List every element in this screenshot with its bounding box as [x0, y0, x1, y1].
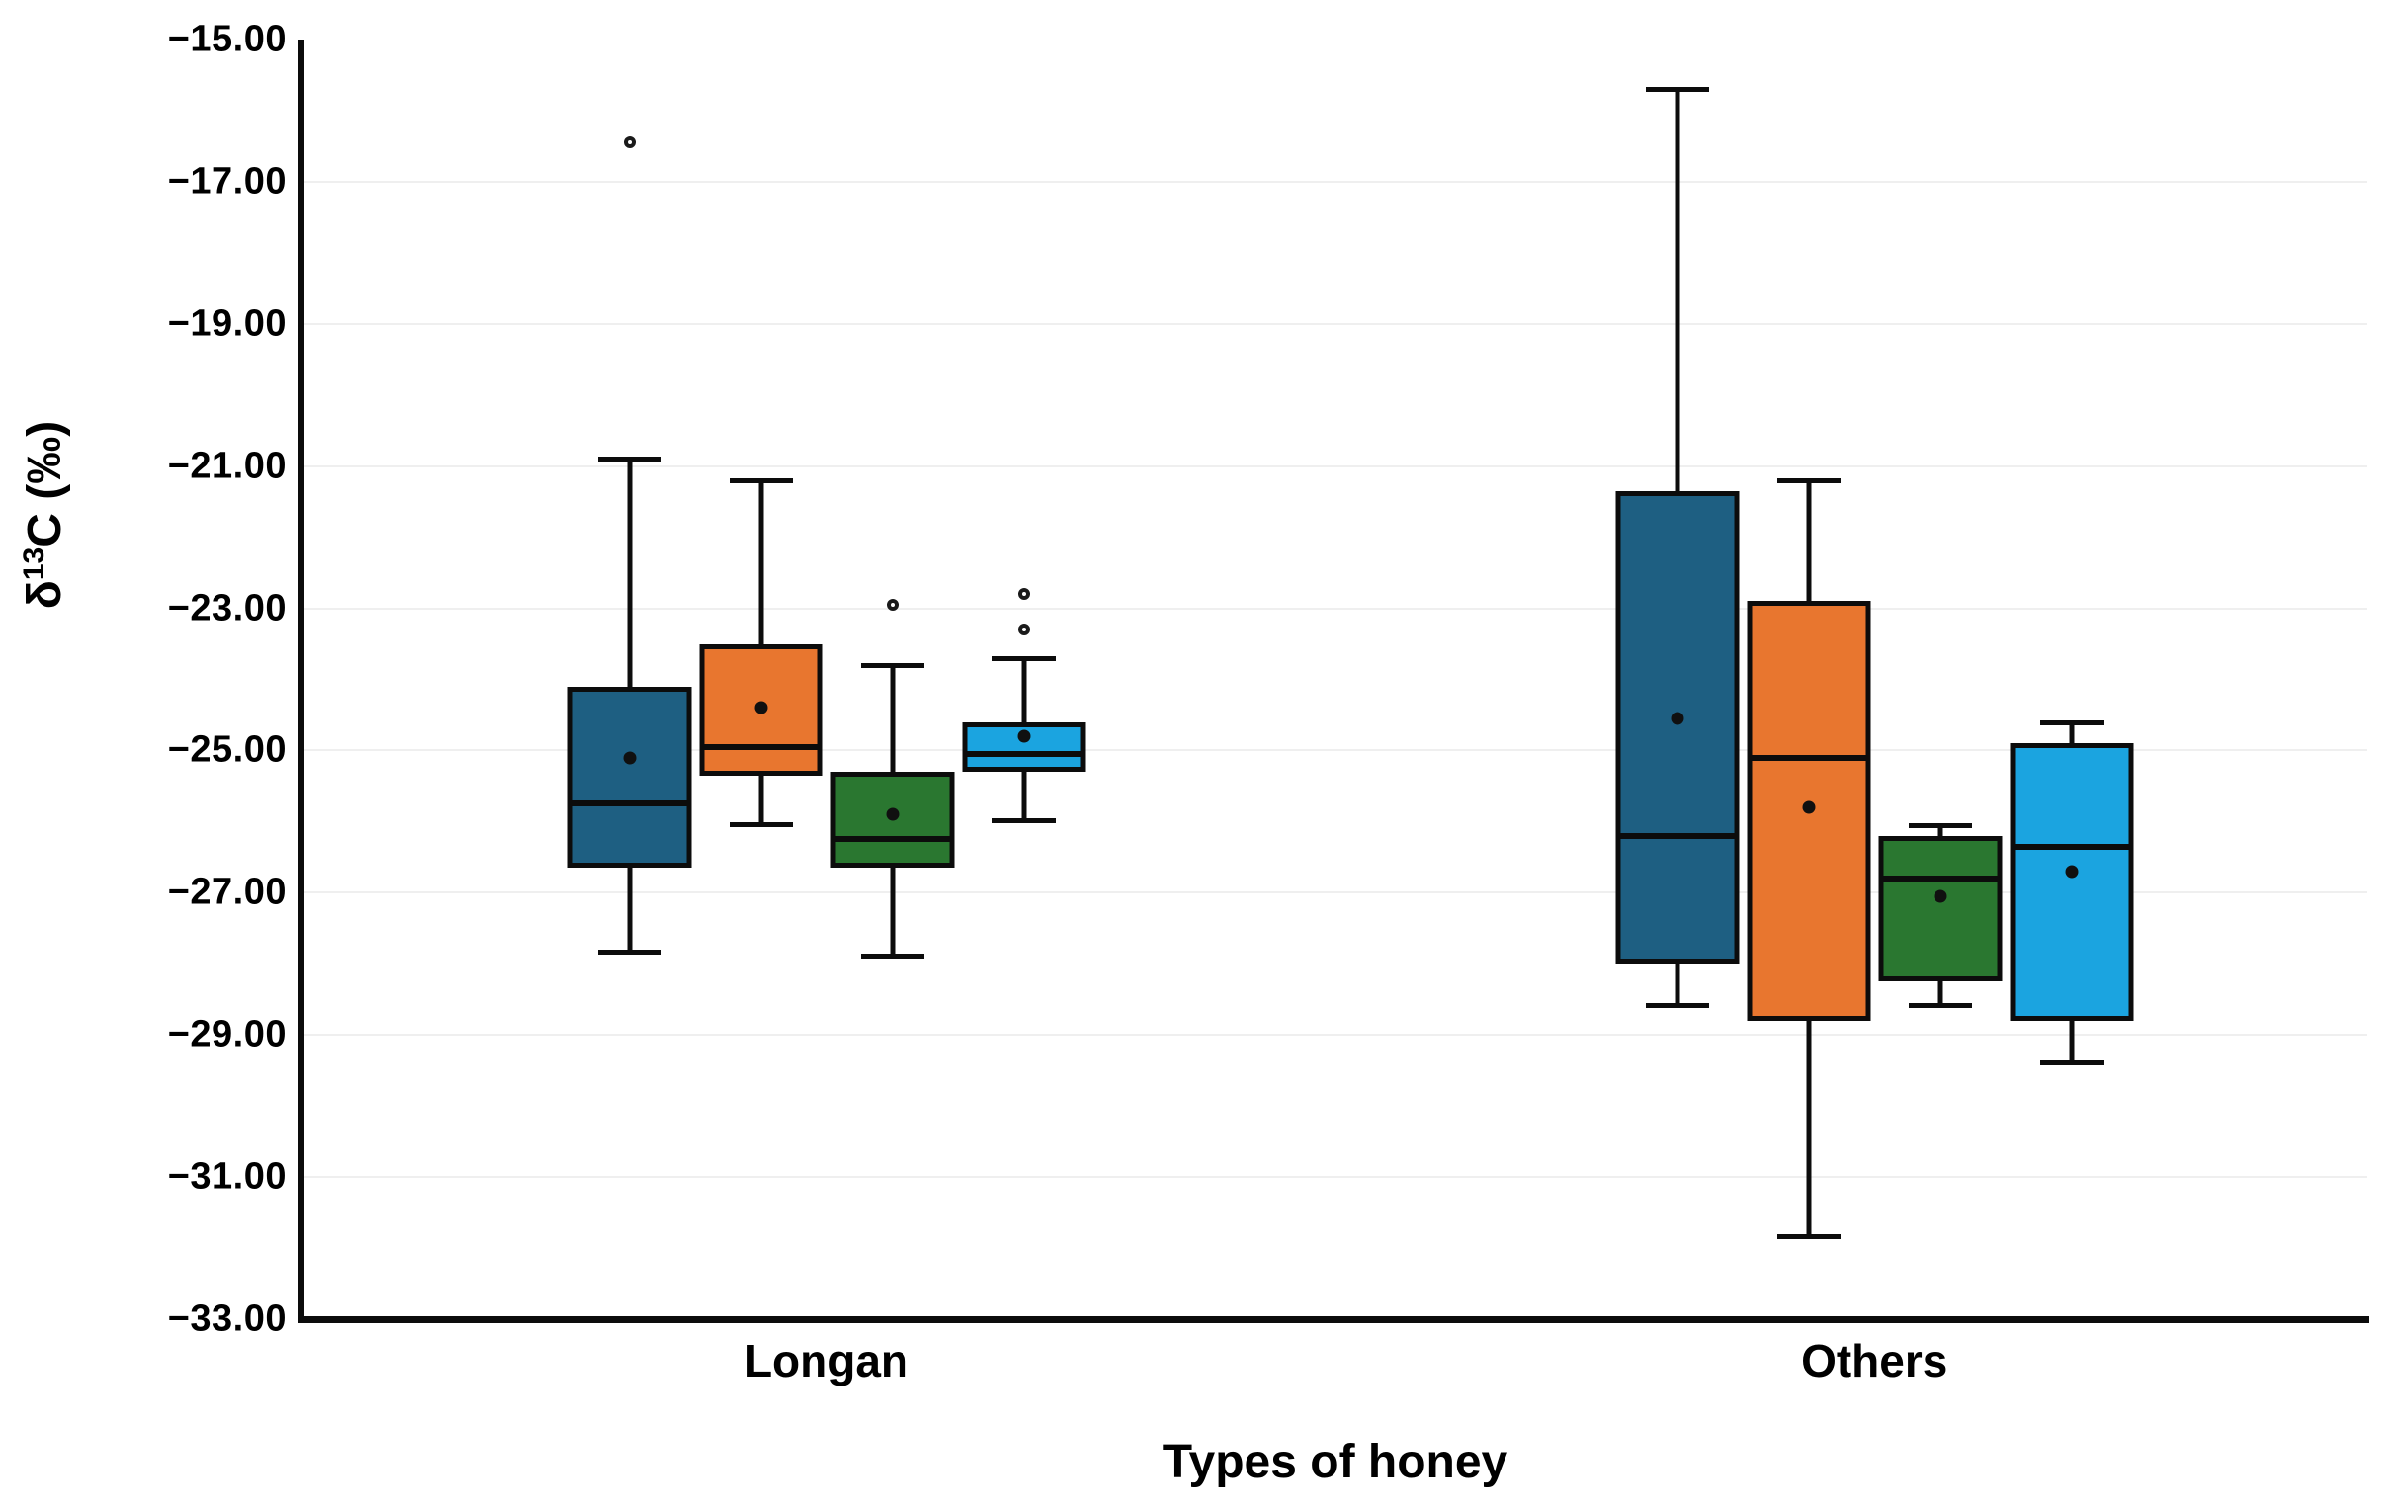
median-line-longan-series-2-orange — [699, 743, 822, 750]
category-label-others: Others — [1801, 1335, 1948, 1386]
whisker-cap-top-others-series-4-light-blue — [2039, 719, 2104, 725]
gridline-y--25 — [304, 749, 2367, 752]
whisker-cap-top-longan-series-3-green — [860, 663, 924, 669]
box-others-series-4-light-blue — [2010, 743, 2134, 1021]
whisker-cap-bottom-others-series-1-dark-blue — [1645, 1003, 1709, 1009]
outlier-dot-longan-series-3-green — [886, 598, 899, 611]
y-tick-label: −31.00 — [167, 1155, 287, 1198]
box-others-series-1-dark-blue — [1615, 490, 1740, 965]
y-tick-label: −25.00 — [167, 728, 287, 771]
whisker-cap-top-others-series-3-green — [1908, 822, 1972, 828]
x-axis-title: Types of honey — [1162, 1436, 1508, 1488]
y-tick-label: −21.00 — [167, 445, 287, 487]
whisker-cap-top-longan-series-4-light-blue — [991, 655, 1056, 661]
category-label-longan: Longan — [743, 1335, 909, 1386]
whisker-cap-bottom-others-series-3-green — [1908, 1003, 1972, 1009]
mean-dot-others-series-2-orange — [1802, 800, 1816, 814]
gridline-y--17 — [304, 180, 2367, 183]
gridline-y--23 — [304, 607, 2367, 610]
outlier-dot-longan-series-4-light-blue — [1017, 624, 1030, 636]
gridline-y--31 — [304, 1176, 2367, 1179]
whisker-cap-top-others-series-1-dark-blue — [1645, 87, 1709, 93]
median-line-longan-series-4-light-blue — [962, 751, 1085, 758]
y-tick-label: −19.00 — [167, 302, 287, 345]
whisker-cap-bottom-longan-series-3-green — [860, 954, 924, 960]
y-tick-label: −27.00 — [167, 871, 287, 913]
x-axis-line — [298, 1316, 2369, 1323]
gridline-y--21 — [304, 464, 2367, 467]
y-tick-label: −23.00 — [167, 587, 287, 630]
box-others-series-3-green — [1878, 835, 2003, 982]
y-axis-line — [298, 40, 304, 1323]
box-longan-series-1-dark-blue — [567, 686, 691, 869]
mean-dot-longan-series-3-green — [886, 807, 899, 821]
whisker-cap-bottom-longan-series-1-dark-blue — [597, 950, 661, 956]
y-tick-label: −15.00 — [167, 18, 287, 60]
y-axis-title-superscript: 13 — [18, 546, 50, 581]
whisker-cap-top-longan-series-1-dark-blue — [597, 457, 661, 462]
whisker-cap-bottom-longan-series-4-light-blue — [991, 818, 1056, 824]
y-tick-label: −17.00 — [167, 160, 287, 203]
outlier-dot-longan-series-1-dark-blue — [623, 136, 636, 149]
median-line-longan-series-3-green — [830, 836, 954, 843]
y-tick-label: −29.00 — [167, 1013, 287, 1055]
whisker-cap-top-longan-series-2-orange — [729, 478, 793, 484]
median-line-others-series-1-dark-blue — [1615, 832, 1740, 839]
gridline-y--29 — [304, 1034, 2367, 1037]
mean-dot-others-series-1-dark-blue — [1671, 712, 1684, 725]
median-line-others-series-2-orange — [1747, 754, 1871, 761]
gridline-y--19 — [304, 322, 2367, 325]
plot-area — [304, 40, 2367, 1319]
mean-dot-others-series-3-green — [1934, 889, 1947, 903]
outlier-dot-longan-series-4-light-blue — [1017, 588, 1030, 601]
mean-dot-longan-series-4-light-blue — [1017, 729, 1030, 743]
median-line-longan-series-1-dark-blue — [567, 800, 691, 807]
mean-dot-longan-series-1-dark-blue — [623, 751, 636, 765]
median-line-others-series-4-light-blue — [2010, 843, 2134, 850]
gridline-y--27 — [304, 891, 2367, 894]
whisker-cap-bottom-others-series-2-orange — [1776, 1234, 1841, 1240]
whisker-cap-bottom-others-series-4-light-blue — [2039, 1060, 2104, 1065]
median-line-others-series-3-green — [1878, 875, 2003, 882]
y-tick-label: −33.00 — [167, 1298, 287, 1340]
whisker-cap-bottom-longan-series-2-orange — [729, 821, 793, 827]
mean-dot-longan-series-2-orange — [754, 701, 767, 714]
y-axis-title: δ13C (‰) — [18, 317, 77, 713]
whisker-cap-top-others-series-2-orange — [1776, 478, 1841, 484]
mean-dot-others-series-4-light-blue — [2065, 865, 2079, 879]
